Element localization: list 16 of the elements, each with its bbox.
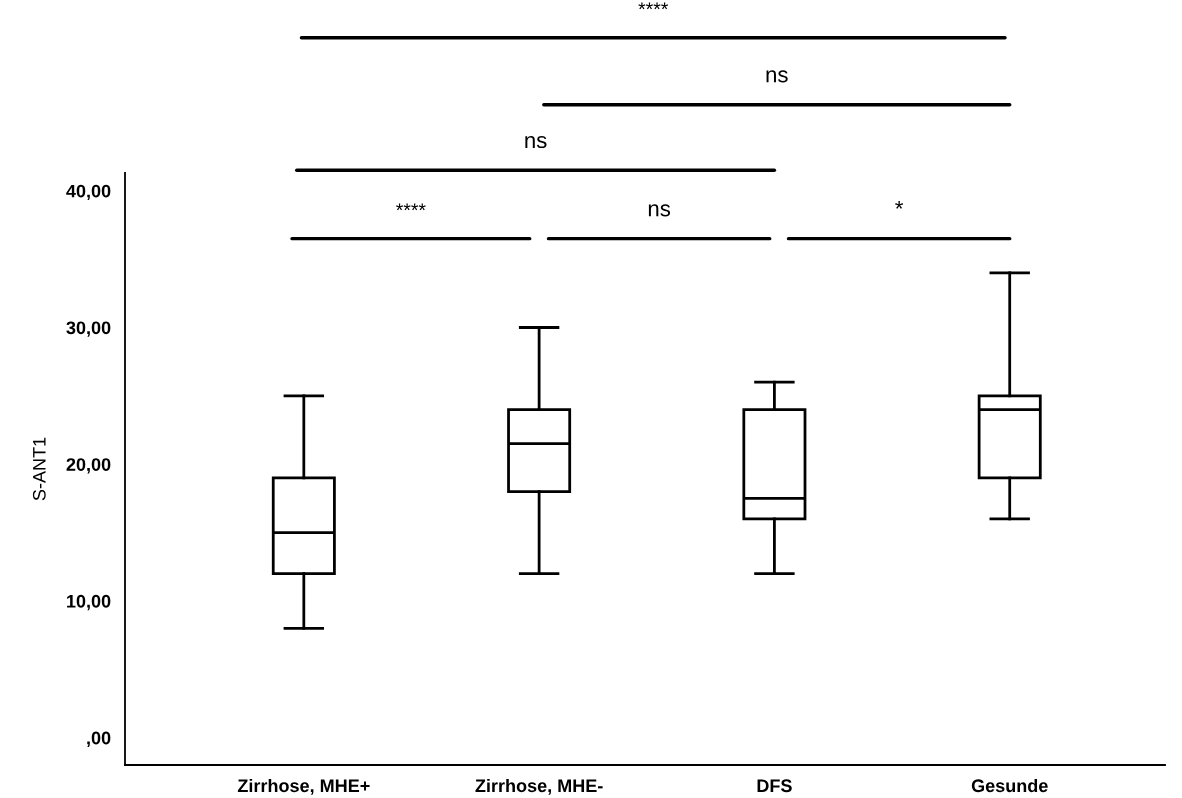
x-tick-label: Zirrhose, MHE+ xyxy=(237,778,370,795)
annotation: **** xyxy=(396,203,426,211)
annotation: * xyxy=(895,200,904,209)
y-tick-label: ,00 xyxy=(87,731,111,747)
text: **** xyxy=(638,2,669,10)
y-tick-label: 20,00 xyxy=(66,458,111,474)
x-tick-label: Gesunde xyxy=(971,778,1048,793)
y-tick-label: 40,00 xyxy=(66,184,111,201)
y-axis-title: S-ANT1 xyxy=(32,437,46,501)
text: ns xyxy=(766,70,788,83)
annotation: ns xyxy=(648,204,671,217)
y-tick-label: 10,00 xyxy=(67,594,111,611)
text: ns xyxy=(525,135,547,149)
x-tick-label: DFS xyxy=(757,779,792,793)
y-tick-label: 30,00 xyxy=(66,321,111,337)
x-tick-label: Zirrhose, MHE- xyxy=(475,778,603,795)
